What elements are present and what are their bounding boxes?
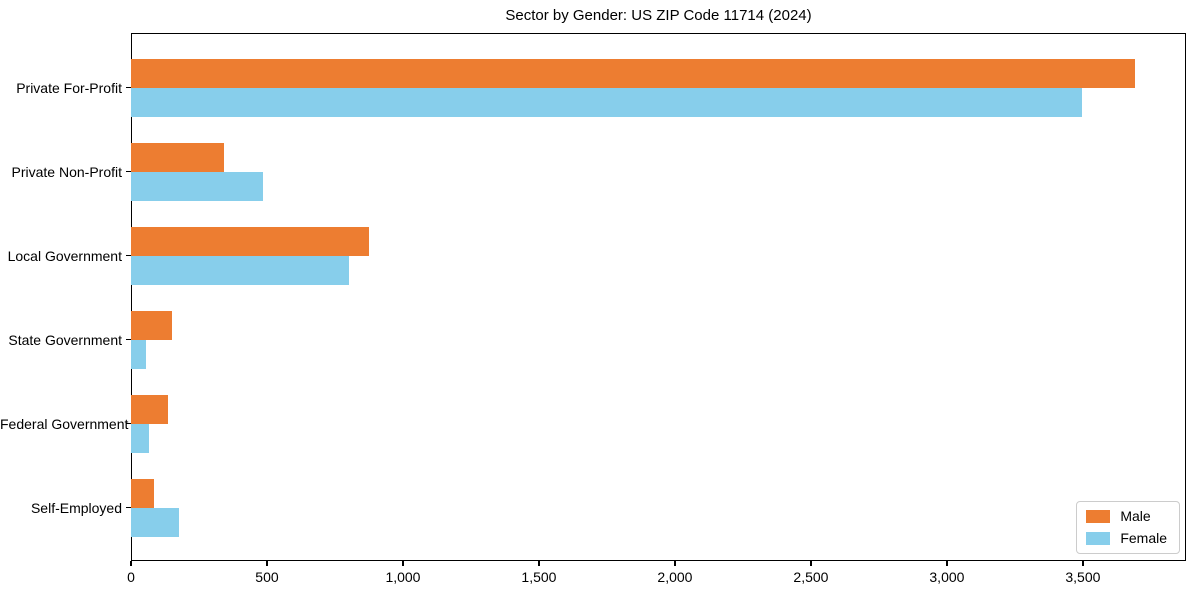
bar-female-private-non-profit [131,171,263,201]
x-axis-tick-label: 2,500 [793,569,829,585]
bar-female-private-for-profit [131,87,1082,117]
y-axis-tick [126,507,131,509]
x-axis-tick-label: 3,000 [929,569,965,585]
y-axis-tick [126,339,131,341]
x-axis-tick-label: 0 [127,569,135,585]
bar-male-private-non-profit [131,142,224,172]
bar-female-self-employed [131,507,179,537]
y-axis-category-label: State Government [8,331,122,348]
bar-female-federal-government [131,423,149,453]
legend-swatch-male [1086,510,1111,523]
bar-male-local-government [131,226,369,256]
x-axis-tick [674,561,676,566]
y-axis-tick [126,87,131,89]
legend-entry-male: Male [1086,509,1167,524]
legend-entry-female: Female [1086,531,1167,546]
bar-male-private-for-profit [131,58,1135,88]
x-axis-tick-label: 500 [255,569,279,585]
x-axis-tick-label: 3,500 [1065,569,1101,585]
x-axis-tick [538,561,540,566]
y-axis-category-label: Self-Employed [30,499,122,516]
x-axis-tick [946,561,948,566]
y-axis-category-label: Local Government [7,247,122,264]
y-axis-category-label: Private Non-Profit [11,163,122,180]
y-axis-tick [126,171,131,173]
chart-title: Sector by Gender: US ZIP Code 11714 (202… [505,7,812,24]
x-axis-tick [130,561,132,566]
legend-label-female: Female [1120,530,1167,546]
legend-label-male: Male [1120,508,1151,524]
bar-female-state-government [131,339,146,369]
legend: Male Female [1076,501,1180,554]
bar-male-federal-government [131,394,168,424]
x-axis-tick [1082,561,1084,566]
bar-male-state-government [131,310,172,340]
bar-male-self-employed [131,478,155,508]
y-axis-category-label: Private For-Profit [16,79,122,96]
y-axis-category-label: Federal Government [0,415,129,432]
bar-female-local-government [131,255,349,285]
legend-swatch-female [1086,532,1111,545]
x-axis-tick-label: 1,000 [385,569,421,585]
x-axis-tick [266,561,268,566]
x-axis-tick-label: 1,500 [521,569,557,585]
y-axis-tick [126,255,131,257]
x-axis-tick-label: 2,000 [657,569,693,585]
x-axis-tick [402,561,404,566]
plot-area [131,33,1186,561]
x-axis-tick [810,561,812,566]
y-axis-tick [126,423,131,425]
